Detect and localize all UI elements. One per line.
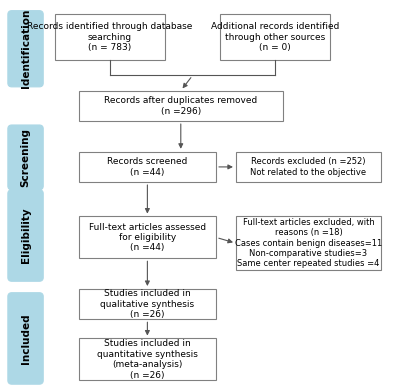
FancyBboxPatch shape <box>79 338 216 380</box>
Text: Additional records identified
through other sources
(n = 0): Additional records identified through ot… <box>211 23 339 52</box>
Text: Screening: Screening <box>20 128 30 187</box>
Text: Records screened
(n =44): Records screened (n =44) <box>107 157 188 177</box>
FancyBboxPatch shape <box>55 14 165 60</box>
FancyBboxPatch shape <box>8 10 43 87</box>
Text: Included: Included <box>20 313 30 364</box>
FancyBboxPatch shape <box>236 152 381 182</box>
Text: Identification: Identification <box>20 9 30 88</box>
Text: Records after duplicates removed
(n =296): Records after duplicates removed (n =296… <box>104 96 258 116</box>
FancyBboxPatch shape <box>8 190 43 281</box>
Text: Records identified through database
searching
(n = 783): Records identified through database sear… <box>27 23 193 52</box>
Text: Eligibility: Eligibility <box>20 208 30 263</box>
Text: Records excluded (n =252)
Not related to the objective: Records excluded (n =252) Not related to… <box>250 157 366 177</box>
FancyBboxPatch shape <box>79 289 216 319</box>
FancyBboxPatch shape <box>79 152 216 182</box>
FancyBboxPatch shape <box>236 217 381 270</box>
FancyBboxPatch shape <box>79 217 216 258</box>
Text: Full-text articles assessed
for eligibility
(n =44): Full-text articles assessed for eligibil… <box>89 223 206 252</box>
Text: Studies included in
quantitative synthesis
(meta-analysis)
(n =26): Studies included in quantitative synthes… <box>97 340 198 379</box>
FancyBboxPatch shape <box>8 293 43 384</box>
FancyBboxPatch shape <box>8 125 43 190</box>
Text: Studies included in
qualitative synthesis
(n =26): Studies included in qualitative synthesi… <box>100 289 194 319</box>
FancyBboxPatch shape <box>79 91 283 121</box>
FancyBboxPatch shape <box>220 14 330 60</box>
Text: Full-text articles excluded, with
reasons (n =18)
Cases contain benign diseases=: Full-text articles excluded, with reason… <box>235 218 382 268</box>
